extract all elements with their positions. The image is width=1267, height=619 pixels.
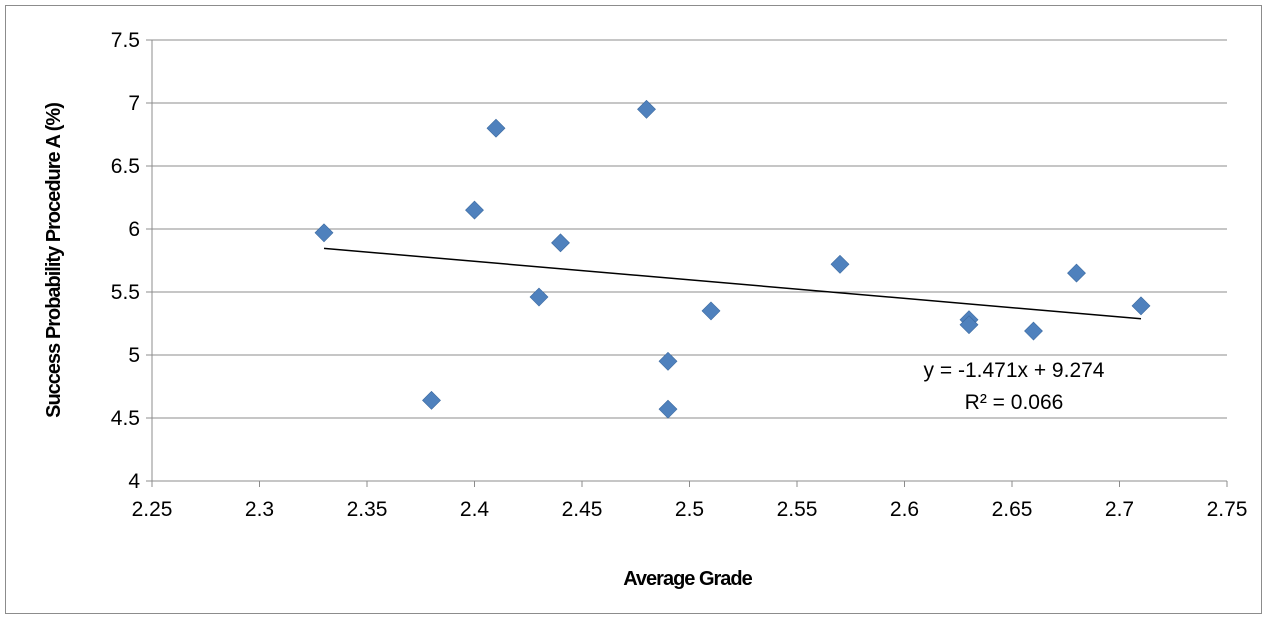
data-point	[658, 351, 678, 371]
data-point	[314, 223, 334, 243]
data-point	[1067, 263, 1086, 283]
x-tick-labels: 2.25 2.3 2.35 2.4 2.45 2.5 2.55 2.6 2.65 2.7 2.75	[132, 481, 1248, 521]
y-tick-label: 7.5	[111, 29, 140, 52]
x-tick-label: 2.65	[992, 498, 1033, 521]
data-point	[1024, 321, 1043, 341]
x-tick-label: 2.55	[777, 498, 818, 521]
x-axis-title: Average Grade	[623, 568, 752, 590]
trendline-r-squared: R² = 0.066	[965, 391, 1064, 414]
y-tick-label: 4.5	[111, 407, 140, 430]
x-tick-label: 2.75	[1207, 498, 1248, 521]
data-point	[701, 301, 721, 321]
x-tick-label: 2.25	[132, 498, 173, 521]
gridlines	[152, 39, 1227, 419]
y-tick-label: 7	[128, 92, 140, 115]
data-point	[1131, 296, 1151, 316]
trendline-equation: y = -1.471x + 9.274	[924, 359, 1105, 382]
data-points	[314, 99, 1151, 419]
y-tick-labels: 4 4.5 5 5.5 6 6.5 7 7.5	[111, 29, 152, 493]
data-point	[637, 99, 656, 119]
x-tick-label: 2.7	[1105, 498, 1134, 521]
x-tick-label: 2.35	[347, 498, 388, 521]
y-axis-title: Success Probability Procedure A (%)	[43, 103, 65, 418]
data-point	[486, 118, 506, 138]
data-point	[465, 200, 484, 220]
data-point	[658, 399, 678, 419]
y-tick-label: 5	[128, 344, 140, 367]
data-point	[830, 254, 850, 274]
y-tick-label: 6	[128, 218, 140, 241]
data-point	[529, 287, 549, 307]
y-tick-label: 6.5	[111, 155, 140, 178]
x-tick-label: 2.6	[890, 498, 919, 521]
x-tick-label: 2.45	[562, 498, 603, 521]
chart-frame	[5, 5, 1262, 614]
x-tick-label: 2.4	[460, 498, 490, 521]
data-point	[551, 233, 570, 253]
data-point	[422, 390, 441, 410]
data-point	[959, 315, 979, 335]
trendline	[323, 247, 1142, 320]
y-tick-label: 5.5	[111, 281, 140, 304]
axes	[151, 40, 1227, 482]
y-tick-label: 4	[128, 470, 140, 493]
x-tick-label: 2.3	[245, 498, 274, 521]
x-tick-label: 2.5	[675, 498, 704, 521]
